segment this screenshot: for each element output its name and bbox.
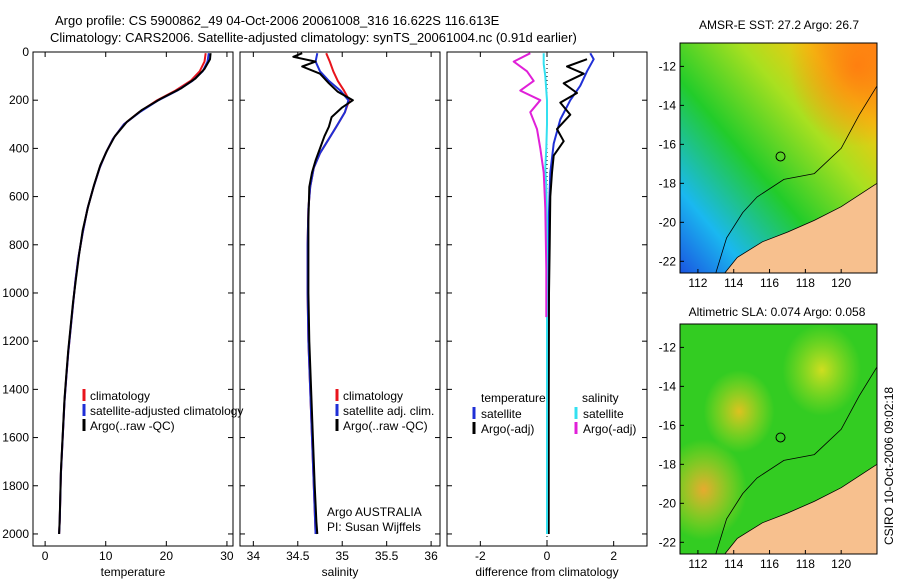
salinity-note-line-2: PI: Susan Wijffels (327, 520, 421, 534)
sla_map-xtick-label: 118 (796, 557, 815, 571)
temperature-legend-item: satellite-adjusted climatology (90, 404, 243, 418)
salinity-xtick-label: 35.5 (375, 549, 399, 563)
temperature-ytick-label: 2000 (2, 527, 29, 541)
sla_map-xtick-label: 120 (831, 557, 851, 571)
figure-title-line-1: Argo profile: CS 5900862_49 04-Oct-2006 … (55, 13, 500, 28)
sst_map-ytick-label: -22 (659, 254, 677, 268)
sla-map-panel: Altimetric SLA: 0.074 Argo: 0.058 112 114… (659, 305, 878, 571)
sla_map-argo-location-marker (775, 432, 786, 443)
temperature-xlabel: temperature (101, 565, 166, 579)
temperature-ytick-label: 0 (22, 45, 29, 59)
temperature-xtick-label: 0 (42, 549, 49, 563)
sla_map-ytick-label: -20 (659, 496, 677, 510)
temperature-ytick-label: 1600 (2, 431, 29, 445)
sst-map-title: AMSR-E SST: 27.2 Argo: 26.7 (699, 18, 859, 32)
difference-legend-item: satellite (481, 407, 522, 421)
temperature-ytick-label: 800 (9, 238, 29, 252)
salinity-legend-item: climatology (343, 389, 403, 403)
temperature-xtick-label: 20 (160, 549, 174, 563)
sst_map-ytick-label: -16 (659, 137, 677, 151)
temperature-ytick-label: 400 (9, 141, 29, 155)
sst_map-isobath-contour (715, 85, 878, 274)
temperature-ytick-label: 600 (9, 190, 29, 204)
sla_map-xtick-label: 114 (724, 557, 743, 571)
salinity-note-line-1: Argo AUSTRALIA (327, 505, 422, 519)
difference-series-salinity-argo-adj- (512, 52, 548, 318)
difference-xtick-label: 2 (610, 549, 617, 563)
sla_map-xtick-label: 112 (688, 557, 707, 571)
sst_map-xtick-label: 114 (724, 276, 743, 290)
temperature-legend-item: Argo(..raw -QC) (90, 419, 175, 433)
salinity-xtick-label: 35 (336, 549, 350, 563)
temperature-profile-panel: 0 10 20 30 0 200 400 600 800 1000 1200 1400 1600 1800… (2, 45, 243, 579)
difference-series-temperature-satellite (546, 52, 595, 535)
salinity-xtick-label: 34 (247, 549, 261, 563)
sla_map-frame (679, 323, 878, 555)
sst-map-panel: AMSR-E SST: 27.2 Argo: 26.7 112 114 116 118… (659, 18, 878, 290)
salinity-xtick-label: 34.5 (286, 549, 310, 563)
difference-legend-title-temperature: temperature (481, 391, 546, 405)
sla_map-xtick-label: 116 (760, 557, 779, 571)
sla_map-ytick-label: -14 (659, 379, 677, 393)
temperature-series-argo-raw-qc- (58, 53, 212, 535)
sst_map-xtick-label: 120 (831, 276, 851, 290)
temperature-legend-item: climatology (90, 389, 150, 403)
salinity-series-argo-raw-qc- (292, 52, 354, 535)
side-timestamp: CSIRO 10-Oct-2006 09:02:18 (882, 387, 896, 545)
figure-title-line-2: Climatology: CARS2006. Satellite-adjuste… (50, 30, 577, 45)
temperature-xtick-label: 30 (220, 549, 234, 563)
difference-legend-title-salinity: salinity (582, 391, 619, 405)
temperature-ytick-label: 1400 (2, 382, 29, 396)
sla_map-ytick-label: -16 (659, 418, 677, 432)
sla_map-ytick-label: -22 (659, 535, 677, 549)
salinity-xtick-label: 36 (424, 549, 438, 563)
salinity-legend-item: satellite adj. clim. (343, 404, 434, 418)
sla_map-ytick-label: -12 (659, 340, 677, 354)
difference-legend-item: Argo(-adj) (481, 422, 534, 436)
temperature-series-climatology (58, 53, 207, 535)
difference-legend-item: satellite (583, 407, 624, 421)
sst_map-ytick-label: -18 (659, 176, 677, 190)
temperature-ytick-label: 1800 (2, 479, 29, 493)
temperature-ytick-label: 1000 (2, 286, 29, 300)
sst_map-ytick-label: -12 (659, 59, 677, 73)
salinity-profile-panel: 34 34.5 35 35.5 36 salinity climatologysatelli… (239, 51, 441, 579)
temperature-ytick-label: 1200 (2, 334, 29, 348)
sla-map-title: Altimetric SLA: 0.074 Argo: 0.058 (689, 305, 866, 319)
sst_map-ytick-label: -20 (659, 215, 677, 229)
difference-series-temperature-argo-adj- (547, 58, 588, 534)
salinity-axes-frame (239, 51, 441, 547)
sla_map-isobath-contour (715, 366, 878, 555)
salinity-legend-item: Argo(..raw -QC) (343, 419, 428, 433)
temperature-series-satellite-adjusted-climatology (58, 53, 210, 535)
sla_map-ytick-label: -18 (659, 457, 677, 471)
sst_map-frame (679, 42, 878, 274)
difference-profile-panel: -2 0 2 difference from climatology temperatu… (446, 51, 648, 579)
difference-xtick-label: 0 (544, 549, 551, 563)
salinity-xlabel: salinity (322, 565, 359, 579)
sst_map-xtick-label: 116 (760, 276, 779, 290)
sst_map-ytick-label: -14 (659, 98, 677, 112)
difference-xlabel: difference from climatology (475, 565, 618, 579)
difference-legend-item: Argo(-adj) (583, 422, 636, 436)
sst_map-xtick-label: 112 (688, 276, 707, 290)
temperature-ytick-label: 200 (9, 93, 29, 107)
sst_map-xtick-label: 118 (796, 276, 815, 290)
temperature-xtick-label: 10 (99, 549, 113, 563)
sst_map-argo-location-marker (775, 151, 786, 162)
difference-xtick-label: -2 (475, 549, 486, 563)
temperature-axes-frame (32, 51, 234, 547)
